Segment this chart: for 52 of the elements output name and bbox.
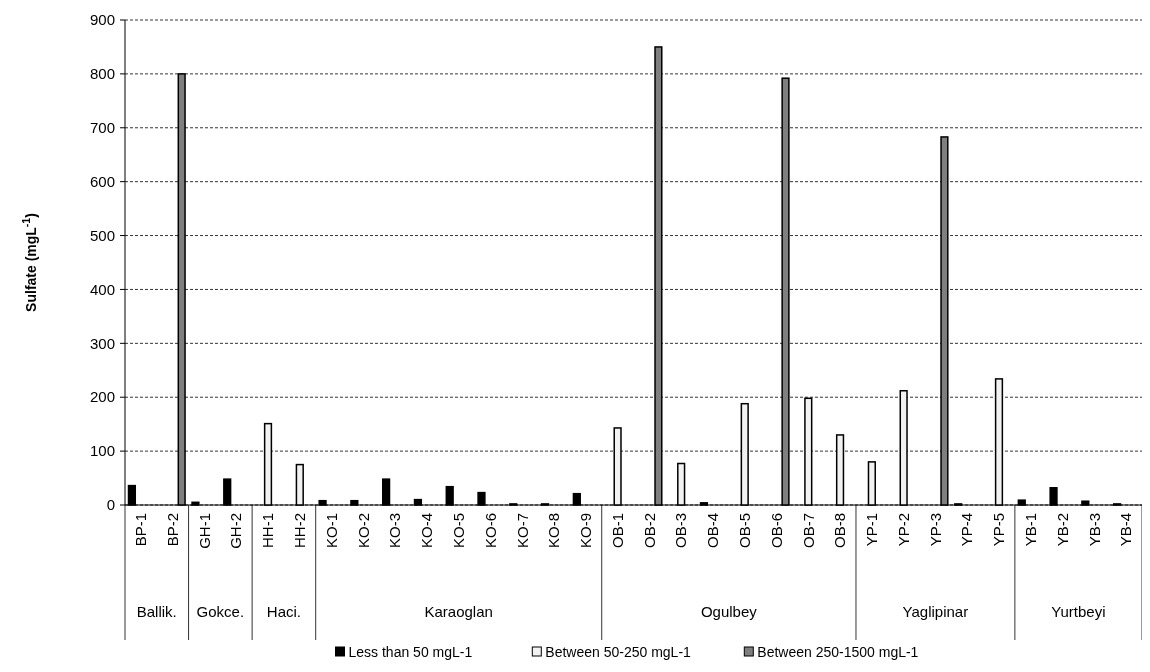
x-tick-label: KO-7 — [513, 513, 531, 549]
x-tick-label: KO-5 — [449, 513, 467, 549]
x-tick-label: OB-8 — [831, 513, 849, 549]
text: Ballik. — [136, 603, 177, 620]
x-tick-label: YP-2 — [894, 513, 912, 547]
x-tick-label: OB-2 — [640, 513, 658, 549]
x-tick-label: YP-4 — [958, 513, 976, 547]
text: Haci. — [266, 603, 301, 620]
legend-label: Between 50-250 mgL-1 — [545, 643, 692, 660]
x-tick-label: YP-3 — [926, 513, 944, 547]
text: Yurtbeyi — [1051, 603, 1106, 620]
x-tick-label: YB-1 — [1022, 513, 1040, 547]
y-tick-label: 600 — [89, 172, 115, 190]
y-tick-label: 700 — [89, 119, 115, 137]
x-tick-label: GH-1 — [195, 513, 213, 549]
x-tick-label: YB-3 — [1085, 513, 1103, 547]
x-tick-label: HH-2 — [291, 513, 309, 549]
y-tick-label: 100 — [89, 442, 115, 460]
legend-label: Between 250-1500 mgL-1 — [757, 643, 919, 660]
x-tick-label: OB-4 — [704, 513, 722, 549]
x-tick-label: OB-7 — [799, 513, 817, 549]
x-tick-label: KO-3 — [386, 513, 404, 549]
x-tick-label: KO-6 — [481, 513, 499, 549]
x-tick-label: YB-2 — [1053, 513, 1071, 547]
y-tick-label: 200 — [89, 388, 115, 406]
y-tick-label: 300 — [89, 334, 115, 352]
x-tick-label: KO-8 — [545, 513, 563, 549]
y-tick-label: 0 — [106, 496, 115, 514]
x-tick-label: OB-1 — [608, 513, 626, 549]
legend-label: Less than 50 mgL-1 — [348, 643, 473, 660]
x-tick-label: OB-6 — [767, 513, 785, 549]
x-tick-label: BP-2 — [163, 513, 181, 547]
x-tick-label: GH-2 — [227, 513, 245, 549]
text: Ogulbey — [700, 603, 758, 620]
y-tick-label: 400 — [89, 280, 115, 298]
x-tick-label: KO-4 — [418, 513, 436, 549]
x-tick-label: KO-2 — [354, 513, 372, 549]
y-tick-label: 800 — [89, 65, 115, 83]
text: Yaglipinar — [902, 603, 969, 620]
x-tick-label: KO-1 — [322, 513, 340, 549]
x-tick-label: YP-1 — [863, 513, 881, 547]
x-tick-label: YB-4 — [1117, 513, 1135, 547]
y-tick-label: 900 — [89, 11, 115, 29]
text: Gokce. — [196, 603, 245, 620]
y-tick-label: 500 — [89, 226, 115, 244]
x-tick-label: HH-1 — [259, 513, 277, 549]
text: Karaoglan — [424, 603, 493, 620]
x-tick-label: BP-1 — [132, 513, 150, 547]
x-tick-label: KO-9 — [577, 513, 595, 549]
x-tick-label: OB-3 — [672, 513, 690, 549]
x-tick-label: OB-5 — [735, 513, 753, 549]
x-tick-label: YP-5 — [990, 513, 1008, 547]
